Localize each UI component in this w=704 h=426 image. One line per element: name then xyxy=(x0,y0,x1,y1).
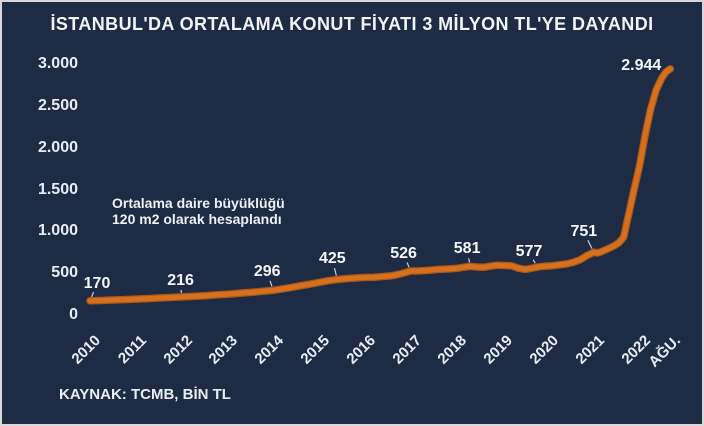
annotation-note: Ortalama daire büyüklüğü 120 m2 olarak h… xyxy=(112,195,285,227)
price-line-edge xyxy=(86,65,675,305)
data-label: 581 xyxy=(453,240,481,258)
y-tick-label: 500 xyxy=(51,264,78,282)
y-tick-label: 1.500 xyxy=(37,180,78,198)
callout-leader-line xyxy=(269,280,273,287)
data-label: 296 xyxy=(253,263,281,281)
callout-leader-line xyxy=(532,259,536,264)
callout-leader-line xyxy=(406,262,410,268)
chart-title: İSTANBUL'DA ORTALAMA KONUT FİYATI 3 MİLY… xyxy=(50,14,654,34)
source-note: KAYNAK: TCMB, BİN TL xyxy=(59,386,231,403)
y-tick-label: 0 xyxy=(69,306,78,323)
data-label: 526 xyxy=(390,245,417,263)
price-line-path xyxy=(87,66,673,304)
data-label: 425 xyxy=(318,250,346,268)
data-label: 2.944 xyxy=(621,56,662,74)
annotation-line2: 120 m2 olarak hesaplandı xyxy=(112,211,282,227)
y-tick-label: 2.500 xyxy=(37,97,78,114)
data-label: 577 xyxy=(515,242,543,260)
y-tick-label: 2.000 xyxy=(37,138,78,156)
data-label: 751 xyxy=(570,223,598,241)
callout-leader-line xyxy=(333,268,337,276)
data-label: 170 xyxy=(83,274,111,292)
data-label: 216 xyxy=(167,271,194,289)
callout-leader-line xyxy=(587,239,593,249)
callout-leader-line xyxy=(90,291,95,298)
annotation-line1: Ortalama daire büyüklüğü xyxy=(112,195,285,211)
y-tick-label: 3.000 xyxy=(37,55,78,73)
y-tick-label: 1.000 xyxy=(37,222,78,240)
callout-leader-line xyxy=(468,258,471,263)
